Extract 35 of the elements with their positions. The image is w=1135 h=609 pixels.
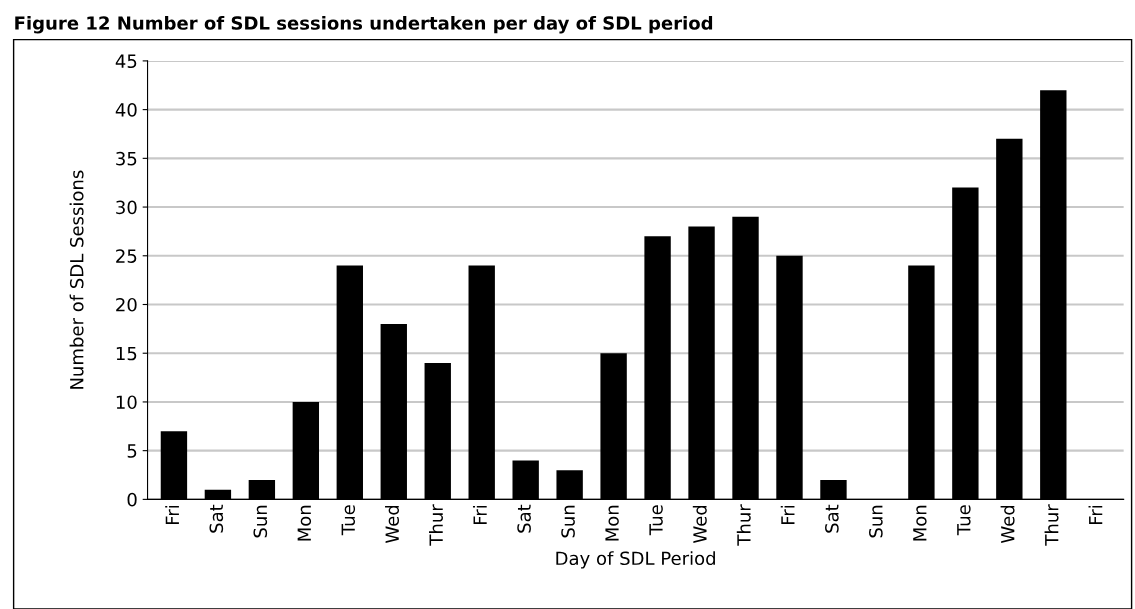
x-tick-label: Sat xyxy=(209,504,224,533)
x-tick-label: Sat xyxy=(517,504,531,533)
x-tick-label: Wed xyxy=(385,505,400,543)
y-tick-label: 0 xyxy=(127,492,137,507)
y-tick-label: 25 xyxy=(116,249,137,263)
x-tick-label: Fri xyxy=(1088,505,1103,524)
x-axis-title: Day of SDL Period xyxy=(556,551,715,569)
x-tick-label: Thur xyxy=(1044,504,1059,546)
y-tick-label: 40 xyxy=(115,103,137,117)
chart-title: Figure 12 Number of SDL sessions undertaken per day of SDL period xyxy=(15,15,713,34)
x-tick-label: Fri xyxy=(780,505,795,524)
y-tick-label: 35 xyxy=(116,151,137,166)
x-tick-label: Fri xyxy=(165,505,179,524)
y-tick-label: 20 xyxy=(116,297,137,312)
x-tick-label: Mon xyxy=(605,505,619,541)
x-tick-label: Thur xyxy=(736,504,751,546)
y-tick-label: 45 xyxy=(115,54,137,69)
x-tick-label: Thur xyxy=(429,504,443,546)
x-tick-label: Wed xyxy=(1000,505,1015,543)
y-tick-label: 30 xyxy=(116,200,137,215)
x-tick-label: Tue xyxy=(649,505,663,536)
x-tick-label: Sun xyxy=(253,505,268,538)
x-tick-label: Sat xyxy=(825,504,839,533)
x-tick-label: Sun xyxy=(561,505,575,538)
x-tick-label: Sun xyxy=(869,505,883,538)
y-tick-label: 15 xyxy=(116,346,137,361)
x-tick-label: Tue xyxy=(957,505,971,536)
y-axis-title: Number of SDL Sessions xyxy=(69,170,84,389)
y-tick-label: 5 xyxy=(127,444,137,458)
x-tick-label: Mon xyxy=(297,505,312,541)
x-tick-label: Tue xyxy=(341,505,356,536)
x-tick-label: Wed xyxy=(692,505,707,543)
x-tick-label: Fri xyxy=(472,505,487,524)
x-tick-label: Mon xyxy=(913,505,927,541)
y-tick-label: 10 xyxy=(116,395,137,410)
